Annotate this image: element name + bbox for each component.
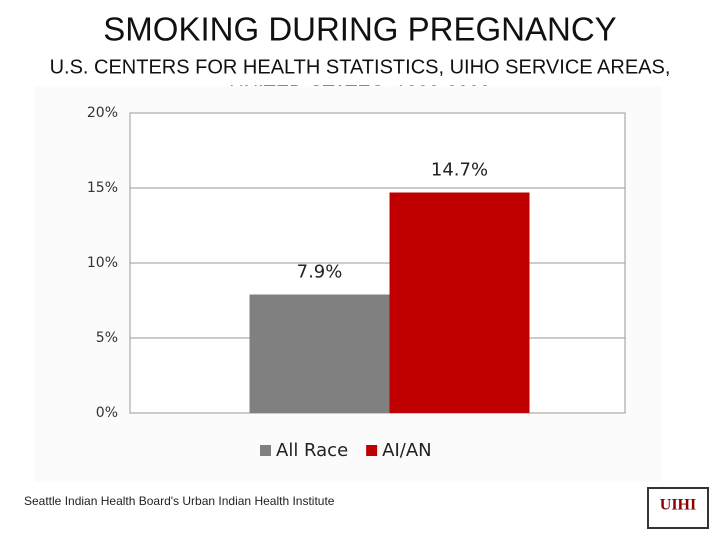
logo-box	[647, 487, 709, 529]
legend-label: AI/AN	[382, 440, 431, 461]
bar	[249, 294, 390, 413]
bar	[389, 192, 530, 413]
y-tick-label: 0%	[96, 405, 118, 421]
y-tick-label: 5%	[96, 330, 118, 346]
footer-text: Seattle Indian Health Board's Urban Indi…	[24, 494, 335, 508]
legend-swatch	[366, 445, 378, 456]
legend-label: All Race	[276, 440, 348, 461]
data-label: 14.7%	[431, 160, 488, 181]
subtitle-line: U.S. CENTERS FOR HEALTH STATISTICS, UIHO…	[50, 56, 671, 78]
slide-title: SMOKING DURING PREGNANCY	[103, 11, 616, 48]
logo: UIHI	[660, 497, 696, 514]
y-tick-label: 20%	[87, 105, 118, 121]
y-tick-label: 15%	[87, 180, 118, 196]
legend-swatch	[260, 445, 271, 456]
y-tick-label: 10%	[87, 255, 118, 271]
data-label: 7.9%	[297, 262, 343, 283]
